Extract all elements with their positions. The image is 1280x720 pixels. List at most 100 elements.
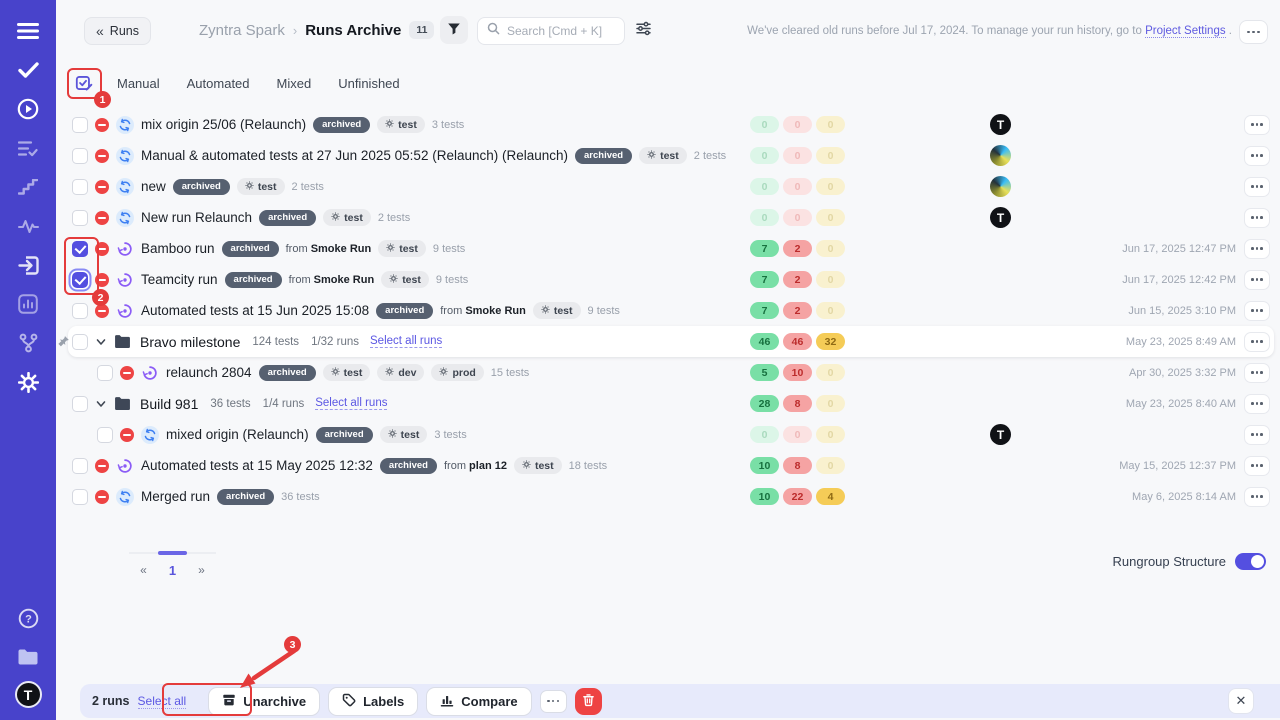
run-name[interactable]: New run Relaunch [141, 210, 253, 225]
menu-icon[interactable] [13, 16, 43, 46]
user-avatar[interactable]: T [14, 681, 42, 708]
row-checkbox[interactable] [72, 240, 88, 257]
row-checkbox[interactable] [72, 488, 88, 505]
row-menu-button[interactable] [1244, 145, 1270, 166]
list-check-icon[interactable] [13, 133, 43, 163]
row-menu-button[interactable] [1244, 176, 1270, 197]
tag-badge[interactable]: test [236, 178, 285, 195]
row-checkbox[interactable] [72, 209, 88, 226]
tag-badge[interactable]: test [532, 302, 581, 319]
row-menu-button[interactable] [1244, 486, 1270, 507]
row-menu-button[interactable] [1244, 300, 1270, 321]
select-all-runs-link[interactable]: Select all runs [370, 335, 443, 348]
row-checkbox[interactable] [72, 457, 88, 474]
rungroup-structure-toggle[interactable] [1235, 553, 1266, 570]
check-icon[interactable] [13, 55, 43, 85]
pulse-icon[interactable] [13, 211, 43, 241]
run-name[interactable]: relaunch 2804 [166, 365, 252, 380]
row-menu-button[interactable] [1244, 238, 1270, 259]
assignee-avatar[interactable]: T [990, 207, 1011, 228]
back-to-runs-button[interactable]: « Runs [84, 17, 151, 45]
breadcrumb-project[interactable]: Zyntra Spark [199, 21, 285, 39]
folder-name[interactable]: Build 981 [140, 395, 199, 412]
mixed-run-icon [116, 487, 134, 506]
folder-name[interactable]: Bravo milestone [140, 333, 241, 350]
skipped-count: 0 [816, 116, 845, 133]
run-name[interactable]: new [141, 179, 166, 194]
filter-button[interactable] [440, 16, 468, 44]
run-name[interactable]: Teamcity run [141, 272, 218, 287]
chevron-down-icon[interactable] [95, 336, 107, 348]
tag-badge[interactable]: test [323, 209, 371, 226]
folder-icon[interactable] [13, 642, 43, 672]
row-checkbox[interactable] [97, 364, 113, 381]
select-all-link[interactable]: Select all [137, 693, 187, 709]
tab-automated[interactable]: Automated [186, 76, 250, 91]
tab-unfinished[interactable]: Unfinished [338, 76, 400, 91]
bar-chart-icon[interactable] [13, 289, 43, 319]
assignee-avatar[interactable]: T [990, 114, 1011, 135]
tag-badge[interactable]: test [322, 364, 371, 381]
tag-badge[interactable]: test [513, 457, 562, 474]
row-menu-button[interactable] [1244, 455, 1270, 476]
play-circle-icon[interactable] [13, 94, 43, 124]
assignee-avatar[interactable] [990, 176, 1011, 197]
project-settings-link[interactable]: Project Settings [1145, 25, 1226, 38]
row-menu-button[interactable] [1244, 362, 1270, 383]
compare-button[interactable]: Compare [426, 686, 532, 716]
run-name[interactable]: Bamboo run [141, 241, 215, 256]
search-input[interactable] [507, 24, 617, 38]
row-menu-button[interactable] [1244, 207, 1270, 228]
git-branch-icon[interactable] [13, 328, 43, 358]
run-name[interactable]: mixed origin (Relaunch) [166, 427, 309, 442]
row-checkbox[interactable] [72, 302, 88, 319]
tag-badge[interactable]: test [379, 426, 428, 443]
run-name[interactable]: Automated tests at 15 Jun 2025 15:08 [141, 303, 370, 318]
import-icon[interactable] [13, 250, 43, 280]
assignee-avatar[interactable] [990, 145, 1011, 166]
run-name[interactable]: Automated tests at 15 May 2025 12:32 [141, 458, 373, 473]
tag-badge[interactable]: test [377, 116, 425, 133]
row-checkbox[interactable] [97, 426, 113, 443]
tag-badge[interactable]: dev [377, 364, 425, 381]
row-menu-button[interactable] [1244, 424, 1270, 445]
row-menu-button[interactable] [1244, 114, 1270, 135]
run-name[interactable]: Manual & automated tests at 27 Jun 2025 … [141, 148, 569, 163]
more-actions-button[interactable] [539, 689, 567, 713]
tab-manual[interactable]: Manual [117, 76, 160, 91]
select-all-runs-link[interactable]: Select all runs [315, 397, 388, 410]
result-counts: 10 8 0 [750, 457, 845, 474]
row-checkbox[interactable] [72, 147, 88, 164]
close-selection-button[interactable]: ✕ [1228, 688, 1254, 714]
row-checkbox[interactable] [72, 116, 88, 133]
row-checkbox[interactable] [72, 178, 88, 195]
row-menu-button[interactable] [1244, 269, 1270, 290]
gear-icon[interactable] [13, 367, 43, 397]
row-checkbox[interactable] [72, 395, 88, 412]
run-name[interactable]: mix origin 25/06 (Relaunch) [141, 117, 307, 132]
row-checkbox[interactable] [72, 333, 88, 350]
tag-badge[interactable]: test [639, 147, 687, 164]
pagination-next[interactable]: » [198, 563, 205, 577]
row-menu-button[interactable] [1244, 393, 1270, 414]
pagination-page-1[interactable]: 1 [168, 563, 177, 578]
row-checkbox[interactable] [72, 271, 88, 288]
pagination-prev[interactable]: « [140, 563, 147, 577]
run-name[interactable]: Merged run [141, 489, 211, 504]
tag-badge[interactable]: test [378, 240, 426, 257]
steps-icon[interactable] [13, 172, 43, 202]
unarchive-button[interactable]: Unarchive [208, 686, 321, 716]
tab-mixed[interactable]: Mixed [276, 76, 312, 91]
header-more-button[interactable] [1239, 20, 1268, 44]
view-options-button[interactable] [635, 21, 652, 39]
assignee-avatar[interactable]: T [990, 424, 1011, 445]
delete-button[interactable] [574, 687, 602, 715]
tag-badge[interactable]: test [381, 271, 429, 288]
labels-button[interactable]: Labels [328, 686, 419, 716]
help-icon[interactable]: ? [13, 603, 43, 633]
bulk-select-button[interactable] [70, 70, 98, 98]
tag-badge[interactable]: prod [431, 364, 484, 381]
failed-count: 0 [783, 116, 812, 133]
row-menu-button[interactable] [1244, 331, 1270, 352]
chevron-down-icon[interactable] [95, 398, 107, 410]
